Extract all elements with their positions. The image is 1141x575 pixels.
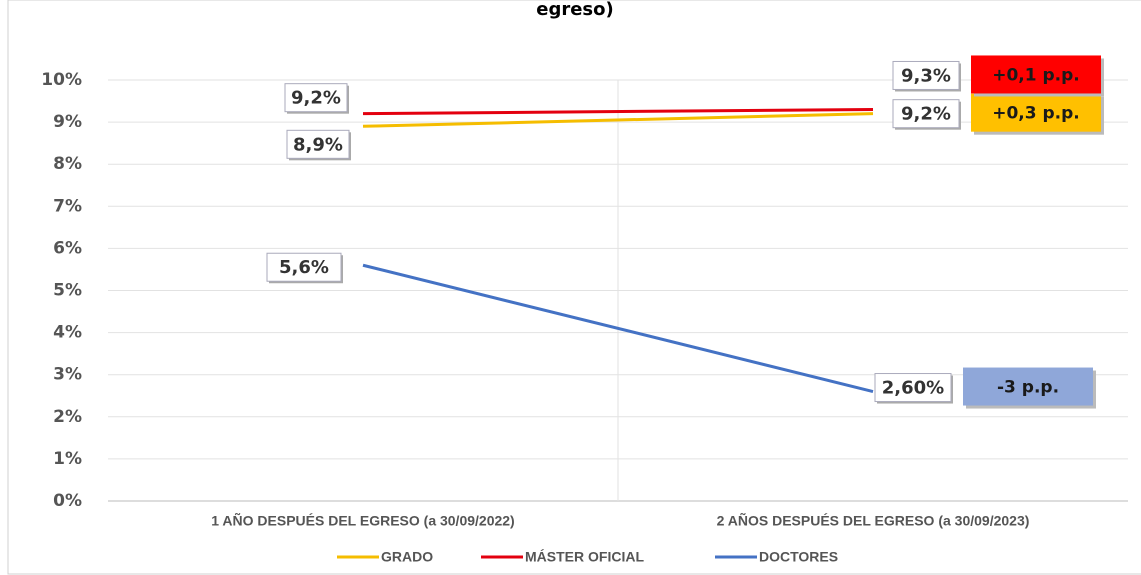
annotation-box bbox=[971, 93, 1101, 132]
data-label: 8,9% bbox=[293, 134, 343, 155]
data-label: 9,2% bbox=[901, 104, 951, 125]
y-tick-label: 6% bbox=[53, 238, 82, 258]
y-tick-label: 0% bbox=[53, 491, 82, 511]
label-box bbox=[286, 129, 350, 159]
y-tick-label: 7% bbox=[53, 196, 82, 216]
chart-frame bbox=[7, 0, 1141, 575]
x-tick-label: 1 AÑO DESPUÉS DEL EGRESO (a 30/09/2022) bbox=[211, 512, 514, 529]
annotation-box bbox=[971, 55, 1101, 94]
label-box bbox=[892, 99, 960, 129]
data-label: 9,2% bbox=[291, 88, 341, 109]
legend-label: GRADO bbox=[381, 549, 433, 565]
data-label: 9,3% bbox=[901, 65, 951, 86]
y-tick-label: 10% bbox=[41, 70, 82, 90]
annotation: +0,3 p.p. bbox=[992, 104, 1080, 124]
label-box bbox=[874, 373, 952, 403]
annotation: +0,1 p.p. bbox=[992, 65, 1080, 85]
y-tick-label: 5% bbox=[53, 281, 82, 301]
y-tick-label: 8% bbox=[53, 154, 82, 174]
annotation-box bbox=[963, 367, 1093, 406]
y-tick-label: 3% bbox=[53, 365, 82, 385]
y-tick-label: 2% bbox=[53, 407, 82, 427]
y-tick-label: 4% bbox=[53, 323, 82, 343]
data-label: 5,6% bbox=[279, 257, 329, 278]
label-box bbox=[266, 252, 342, 282]
legend-label: DOCTORES bbox=[759, 549, 838, 565]
label-box bbox=[284, 83, 348, 113]
legend-label: MÁSTER OFICIAL bbox=[525, 549, 644, 565]
annotation: -3 p.p. bbox=[997, 378, 1059, 398]
series-line bbox=[362, 112, 874, 128]
y-tick-label: 9% bbox=[53, 112, 82, 132]
data-label: 2,60% bbox=[882, 378, 944, 399]
series-line bbox=[362, 107, 874, 116]
chart-title: egreso) bbox=[536, 0, 613, 20]
series-line bbox=[362, 263, 874, 393]
x-tick-label: 2 AÑOS DESPUÉS DEL EGRESO (a 30/09/2023) bbox=[717, 512, 1030, 529]
label-box bbox=[892, 60, 960, 90]
y-tick-label: 1% bbox=[53, 449, 82, 469]
